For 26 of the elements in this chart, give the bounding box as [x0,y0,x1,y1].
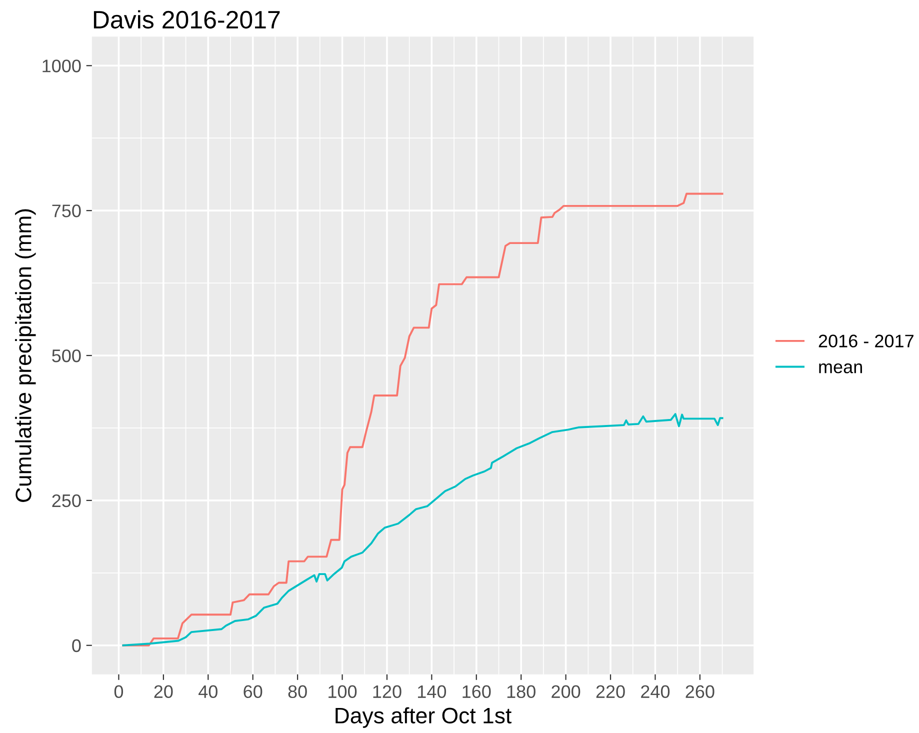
x-tick-label: 180 [507,685,536,698]
x-tick-label: 0 [114,685,124,698]
legend-label: mean [819,363,862,374]
x-tick-label: 200 [552,685,580,698]
x-tick-label: 160 [462,685,491,698]
x-tick-label: 40 [198,685,218,698]
x-tick-label: 220 [596,685,625,698]
x-tick-label: 100 [328,685,357,698]
x-tick-label: 140 [418,685,446,698]
x-tick-label: 120 [373,685,402,698]
x-axis-title: Days after Oct 1st [336,707,512,728]
y-tick-label: 0 [72,639,81,652]
x-tick-label: 240 [641,685,670,698]
chart-title: Davis 2016-2017 [94,10,280,29]
y-tick-label: 1000 [42,60,81,72]
x-tick-label: 60 [244,685,262,698]
x-tick-label: 20 [154,685,173,698]
line-series [122,413,724,646]
legend-label: 2016 - 2017 [818,334,914,348]
y-tick-label: 500 [52,349,81,362]
y-tick-label: 750 [52,204,81,218]
y-axis-title: Cumulative precipitation (mm) [15,209,36,502]
x-tick-label: 260 [686,685,714,698]
line-series [122,192,724,646]
x-tick-label: 80 [288,685,307,698]
y-tick-label: 250 [52,494,81,508]
